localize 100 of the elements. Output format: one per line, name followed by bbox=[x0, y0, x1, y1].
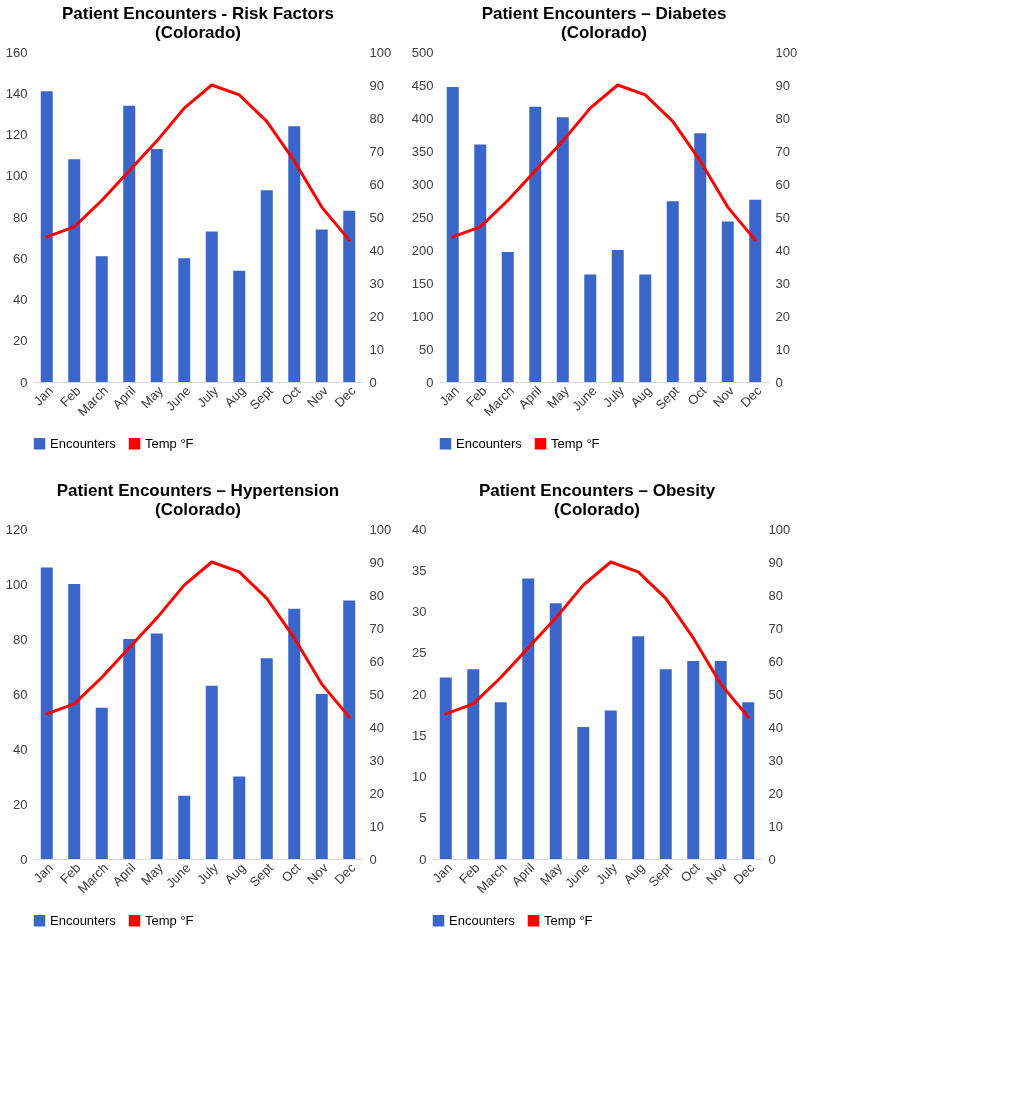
y-tick-label: 300 bbox=[411, 176, 434, 192]
y-tick-label: 40 bbox=[412, 521, 427, 537]
bar bbox=[343, 600, 356, 859]
y-tick-label: 40 bbox=[13, 741, 28, 757]
y2-tick-label: 60 bbox=[775, 176, 790, 192]
x-tick-label: Aug bbox=[620, 860, 648, 888]
chart-title: Patient Encounters – Diabetes (Colorado) bbox=[481, 4, 727, 42]
x-tick-label: Jan bbox=[436, 383, 462, 409]
y-tick-label: 0 bbox=[426, 374, 434, 390]
bar bbox=[288, 126, 301, 382]
bar bbox=[494, 702, 507, 859]
y2-tick-label: 90 bbox=[369, 77, 384, 93]
legend-label: Encounters bbox=[50, 435, 117, 451]
x-tick-label: Jan bbox=[30, 383, 56, 409]
bar bbox=[205, 231, 218, 382]
bar bbox=[150, 633, 163, 859]
bar bbox=[233, 270, 246, 382]
bar bbox=[260, 658, 273, 859]
bar bbox=[556, 117, 569, 382]
bar bbox=[439, 677, 452, 859]
y2-tick-label: 10 bbox=[369, 818, 384, 834]
bar bbox=[529, 106, 542, 382]
x-tick-label: Nov bbox=[303, 859, 332, 888]
bar bbox=[584, 274, 597, 382]
y2-tick-label: 40 bbox=[369, 719, 384, 735]
y2-tick-label: 60 bbox=[369, 653, 384, 669]
x-tick-label: Jan bbox=[429, 860, 455, 886]
bar bbox=[205, 685, 218, 859]
y-tick-label: 5 bbox=[419, 810, 427, 826]
x-tick-label: Jan bbox=[30, 860, 56, 886]
x-tick-label: Dec bbox=[331, 859, 359, 888]
bar bbox=[178, 795, 191, 859]
bar bbox=[123, 639, 136, 859]
y2-tick-label: 80 bbox=[768, 587, 783, 603]
bar bbox=[233, 776, 246, 859]
y2-tick-label: 40 bbox=[369, 242, 384, 258]
y2-tick-label: 30 bbox=[775, 275, 790, 291]
y2-tick-label: 90 bbox=[768, 554, 783, 570]
y-tick-label: 160 bbox=[5, 44, 28, 60]
y-tick-label: 450 bbox=[411, 77, 434, 93]
y2-tick-label: 20 bbox=[369, 785, 384, 801]
y2-tick-label: 50 bbox=[768, 686, 783, 702]
y2-tick-label: 60 bbox=[369, 176, 384, 192]
y-tick-label: 20 bbox=[13, 333, 28, 349]
y2-tick-label: 40 bbox=[775, 242, 790, 258]
y2-tick-label: 60 bbox=[768, 653, 783, 669]
bar bbox=[714, 661, 727, 859]
x-tick-label: May bbox=[137, 859, 167, 889]
y-tick-label: 350 bbox=[411, 143, 434, 159]
y-tick-label: 30 bbox=[412, 604, 427, 619]
x-tick-label: May bbox=[543, 382, 573, 412]
x-tick-label: Sept bbox=[652, 382, 683, 413]
y-tick-label: 140 bbox=[5, 85, 28, 101]
bar bbox=[501, 251, 514, 382]
bar bbox=[446, 86, 459, 382]
bar bbox=[721, 221, 734, 382]
line-series bbox=[444, 560, 750, 719]
bar bbox=[315, 229, 328, 382]
legend-label: Encounters bbox=[449, 912, 516, 928]
x-tick-label: May bbox=[536, 859, 566, 889]
y-tick-label: 15 bbox=[412, 727, 427, 743]
bar bbox=[343, 210, 356, 382]
y2-tick-label: 100 bbox=[775, 44, 798, 60]
bar bbox=[687, 661, 700, 859]
y-tick-label: 150 bbox=[411, 275, 434, 291]
bar bbox=[604, 710, 617, 859]
y-tick-label: 100 bbox=[5, 576, 28, 592]
y2-tick-label: 80 bbox=[369, 587, 384, 603]
y-tick-label: 20 bbox=[13, 796, 28, 812]
y2-tick-label: 70 bbox=[775, 143, 790, 159]
y-tick-label: 120 bbox=[5, 521, 28, 537]
x-tick-label: Nov bbox=[303, 382, 332, 411]
x-tick-label: Sept bbox=[645, 859, 676, 890]
y2-tick-label: 100 bbox=[369, 44, 392, 60]
bar bbox=[639, 274, 652, 382]
y-tick-label: 100 bbox=[411, 308, 434, 324]
y2-tick-label: 10 bbox=[369, 341, 384, 357]
y-tick-label: 500 bbox=[411, 44, 434, 60]
x-tick-label: Oct bbox=[278, 859, 304, 885]
bar bbox=[749, 199, 762, 382]
x-tick-label: Aug bbox=[627, 383, 655, 411]
line-series bbox=[45, 560, 351, 719]
bar bbox=[288, 608, 301, 859]
y2-tick-label: 40 bbox=[768, 719, 783, 735]
y-tick-label: 80 bbox=[13, 209, 28, 225]
y-tick-label: 20 bbox=[412, 686, 427, 702]
x-tick-label: Dec bbox=[730, 859, 758, 888]
y2-tick-label: 20 bbox=[369, 308, 384, 324]
bar bbox=[95, 707, 108, 859]
y2-tick-label: 100 bbox=[369, 521, 392, 537]
x-tick-label: Oct bbox=[684, 382, 710, 408]
x-tick-label: May bbox=[137, 382, 167, 412]
bar bbox=[694, 133, 707, 382]
legend-label: Temp °F bbox=[145, 435, 194, 451]
bar bbox=[577, 727, 590, 859]
x-tick-label: July bbox=[193, 382, 222, 411]
y2-tick-label: 90 bbox=[369, 554, 384, 570]
y-tick-label: 80 bbox=[13, 631, 28, 647]
x-tick-label: Sept bbox=[246, 859, 277, 890]
bar bbox=[68, 584, 81, 859]
